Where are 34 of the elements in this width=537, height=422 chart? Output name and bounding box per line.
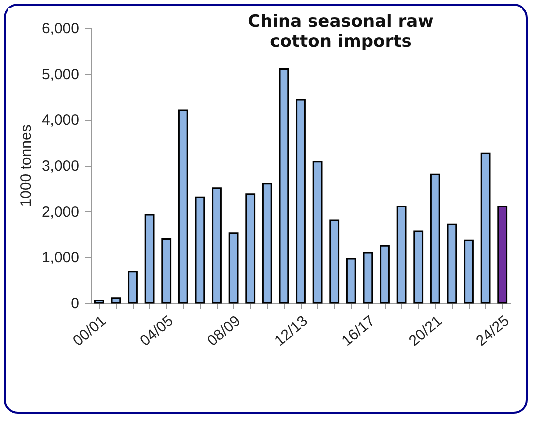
y-tick-label: 0: [71, 296, 80, 312]
bar: [195, 196, 206, 304]
chart-title: China seasonal raw cotton imports: [248, 12, 434, 52]
bar: [94, 300, 104, 304]
y-tick-label: 5,000: [42, 66, 80, 84]
bar: [296, 99, 306, 304]
bar: [380, 245, 390, 304]
bar: [447, 224, 458, 304]
bar: [128, 271, 138, 304]
bar: [262, 183, 272, 304]
bar: [162, 238, 172, 304]
bar: [228, 232, 239, 304]
bar: [279, 68, 290, 304]
y-tick-label: 2,000: [42, 204, 80, 221]
bar: [480, 152, 491, 304]
y-axis-title: 1000 tonnes: [18, 124, 35, 208]
bar: [464, 240, 474, 304]
bar: [363, 252, 374, 304]
bar: [346, 258, 356, 304]
bar: [111, 298, 122, 304]
bar: [414, 230, 424, 304]
bar: [212, 188, 222, 304]
y-tick-label: 3,000: [42, 158, 80, 175]
bar: [246, 194, 256, 304]
y-tick-label: 1,000: [42, 250, 80, 267]
y-tick-label: 4,000: [42, 112, 80, 130]
bar: [144, 214, 155, 304]
y-tick-label: 6,000: [42, 20, 80, 38]
bar: [430, 174, 440, 304]
bar: [312, 161, 323, 304]
bar: [330, 220, 340, 304]
bar: [396, 206, 407, 304]
bar: [498, 206, 508, 304]
bar: [178, 110, 188, 304]
